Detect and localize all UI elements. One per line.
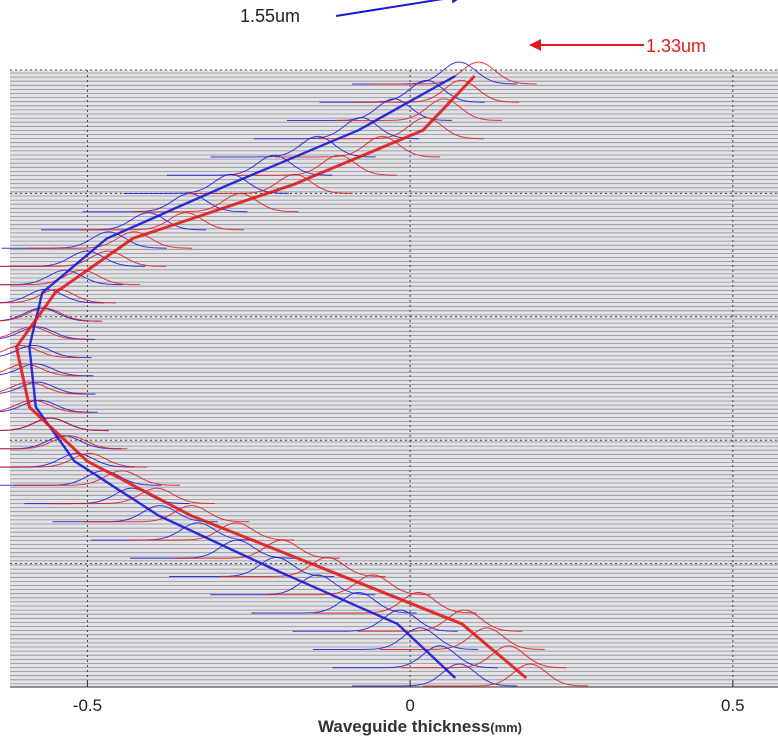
series-1-55um-trace	[292, 609, 458, 632]
series-1-55um-trace	[0, 381, 96, 395]
series-1-55um-trace	[286, 98, 453, 121]
series-1-55um-trace	[312, 627, 479, 650]
series-1-55um-trace	[210, 135, 376, 158]
series-1-33um-trace	[174, 539, 340, 559]
series-envelopes	[14, 74, 528, 680]
series-1-33um-trace	[265, 574, 432, 596]
x-axis-ticks: -0.5 0 0.5	[73, 681, 745, 715]
series-1-33um-trace	[357, 609, 523, 632]
series-1-33um-trace	[379, 627, 545, 650]
x-axis-label-text: Waveguide thickness	[318, 717, 490, 736]
series-1-33um-trace	[318, 117, 484, 140]
annotation-label: 1.33um	[646, 36, 706, 56]
series-1-33um-trace	[354, 79, 520, 103]
series-1-33um-trace	[423, 663, 589, 687]
series-1-33um-trace	[311, 592, 477, 614]
series-1-55um-trace	[332, 645, 498, 669]
annotations: 1.55um 1.33um	[240, 0, 706, 56]
series-1-33um-trace	[0, 307, 103, 322]
series-1-33um-trace	[0, 435, 128, 450]
series-1-55um-trace	[90, 522, 256, 541]
series-1-33um-trace	[0, 345, 79, 359]
series-1-33um-trace	[129, 522, 295, 541]
x-axis-label: Waveguide thickness(mm)	[318, 717, 522, 736]
series-1-33um-trace	[84, 505, 250, 523]
series-1-33um-trace	[187, 173, 353, 194]
series-1-33um-trace	[401, 645, 567, 669]
annotation-arrow	[335, 0, 464, 17]
x-tick-label: 0	[405, 696, 414, 715]
series-1-33um-trace	[0, 363, 83, 377]
series-1-33um-trace	[0, 326, 90, 340]
series-1-55um-trace	[0, 399, 98, 413]
annotation-label: 1.55um	[240, 6, 300, 26]
series-1-55um-trace	[52, 505, 218, 523]
series-1-55um-trace	[167, 154, 333, 176]
series-1-55um-trace	[0, 435, 122, 450]
x-axis-label-unit: (mm)	[490, 720, 522, 735]
envelope-1-55um	[28, 74, 457, 679]
series-1-33um-trace	[0, 399, 91, 413]
series-1-33um-trace	[0, 288, 116, 304]
x-tick-label: 0.5	[721, 696, 745, 715]
series-1-55um-trace	[0, 269, 124, 286]
series-1-55um-traces	[0, 61, 518, 687]
series-1-33um-trace	[14, 470, 180, 486]
series-1-33um-trace	[0, 452, 148, 468]
envelope-1-33um	[14, 74, 528, 680]
series-1-55um-trace	[0, 345, 92, 359]
series-1-33um-trace	[0, 381, 87, 395]
series-1-55um-trace	[0, 326, 95, 340]
series-1-33um-trace	[275, 135, 441, 158]
series-1-55um-trace	[41, 212, 207, 231]
series-1-33um-trace	[231, 154, 397, 176]
series-1-33um-trace	[27, 231, 193, 249]
series-1-55um-trace	[319, 79, 485, 103]
series-1-55um-trace	[352, 663, 518, 687]
series-1-55um-trace	[169, 557, 335, 577]
series-1-55um-trace	[0, 307, 100, 322]
x-tick-label: -0.5	[73, 696, 102, 715]
series-1-33um-trace	[78, 212, 244, 231]
series-1-33um-trace	[336, 98, 502, 121]
plot-background	[10, 70, 778, 687]
baseline-lines	[10, 72, 778, 685]
series-1-33um-traces	[0, 61, 589, 687]
series-1-33um-trace	[220, 557, 386, 577]
series-1-33um-trace	[133, 193, 299, 213]
series-1-55um-trace	[253, 117, 420, 140]
series-1-55um-trace	[123, 173, 289, 194]
series-1-55um-trace	[129, 539, 296, 559]
series-1-55um-trace	[0, 363, 94, 377]
series-1-55um-trace	[0, 288, 104, 304]
series-1-55um-trace	[210, 574, 376, 596]
series-1-33um-trace	[0, 417, 108, 432]
series-1-33um-trace	[0, 250, 167, 267]
series-1-55um-trace	[0, 452, 135, 468]
